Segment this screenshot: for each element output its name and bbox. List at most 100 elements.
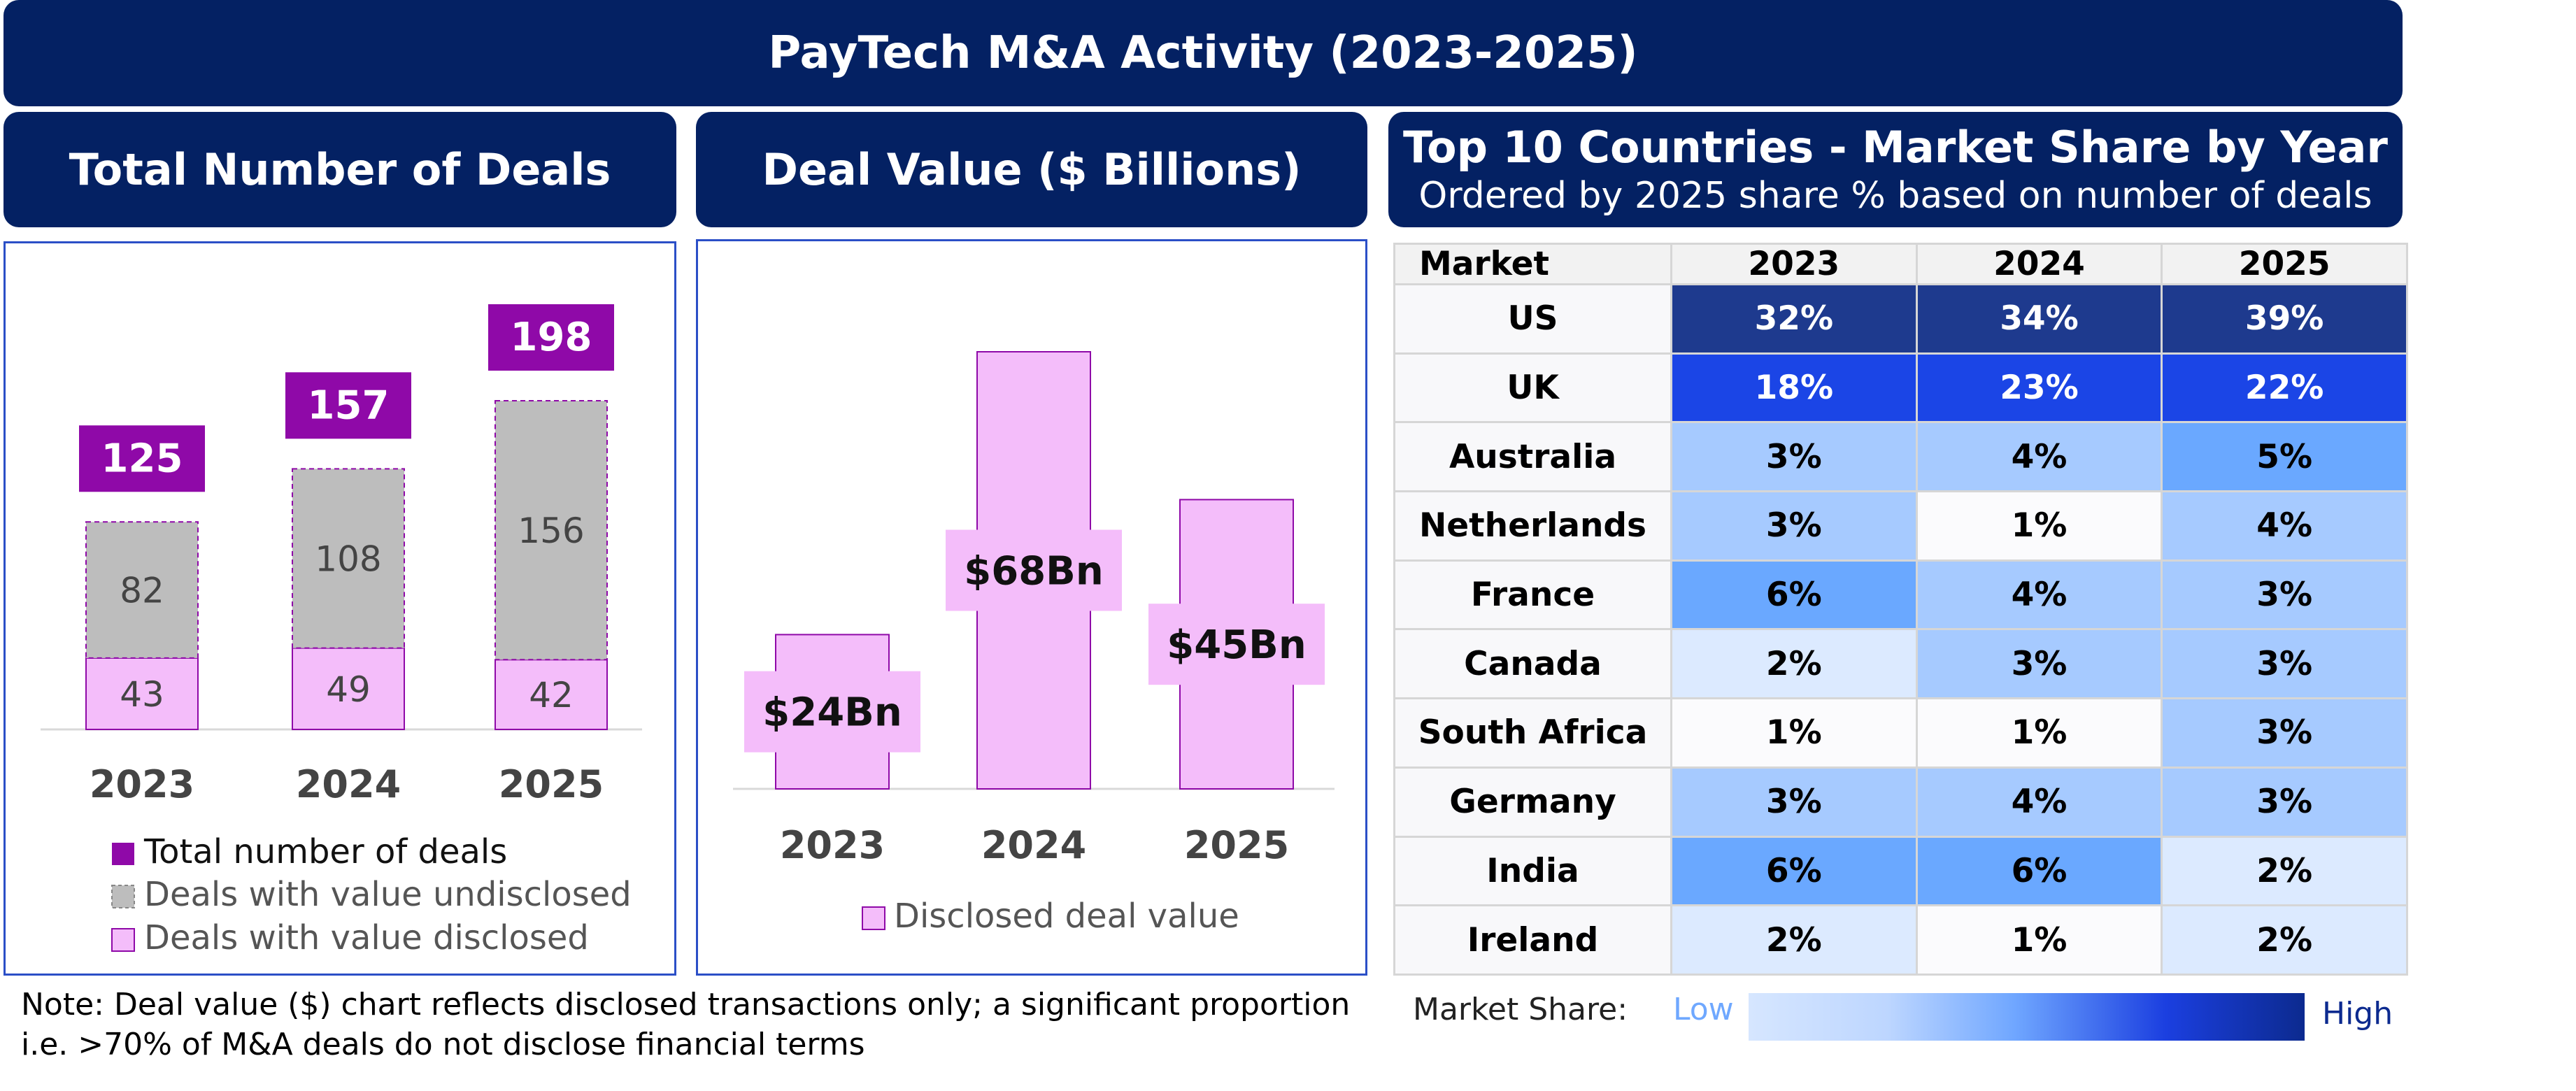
- label-undisclosed-2023: 82: [120, 571, 164, 611]
- bar-undisclosed-2024: [292, 468, 405, 649]
- total-badge-2023: [79, 425, 205, 492]
- share-cell-2025: 3%: [2161, 766, 2408, 838]
- value-chart: $24Bn 2023 $68Bn 2024 $45Bn 2025 Disclosed de…: [733, 351, 1335, 936]
- x-tick-2025: 2025: [499, 762, 604, 806]
- deals-panel-title: Total Number of Deals: [69, 144, 611, 195]
- label-disclosed-2025: 42: [529, 675, 574, 715]
- legend-swatch-disclosed: [111, 928, 135, 952]
- table-row: Germany 3% 4% 3%: [1393, 766, 2408, 838]
- share-cell-2024: 1%: [1915, 904, 2163, 976]
- share-cell-2023: 3%: [1670, 766, 1918, 838]
- market-share-table: Market 2023 2024 2025 US 32% 34% 39% UK 18% 23…: [1393, 243, 2408, 976]
- scale-label: Market Share:: [1413, 992, 1628, 1027]
- share-cell-2023: 2%: [1670, 904, 1918, 976]
- column-header-market: Market: [1393, 243, 1672, 285]
- scale-high-label: High: [2322, 996, 2393, 1032]
- legend-swatch-total: [112, 843, 134, 865]
- page-title: PayTech M&A Activity (2023-2025): [3, 0, 2403, 106]
- table-row: South Africa 1% 1% 3%: [1393, 697, 2408, 769]
- share-cell-2025: 4%: [2161, 490, 2408, 562]
- value-label-2024: $68Bn: [964, 549, 1103, 594]
- total-label-2024: 157: [308, 383, 390, 428]
- bar-disclosed-2024: [292, 647, 405, 731]
- scale-low-label: Low: [1673, 992, 1734, 1027]
- share-cell-2023: 18%: [1670, 352, 1918, 424]
- market-name: India: [1393, 835, 1672, 907]
- table-row: Netherlands 3% 1% 4%: [1393, 490, 2408, 562]
- bar-disclosed-2025: [494, 659, 608, 731]
- share-cell-2024: 23%: [1915, 352, 2163, 424]
- bar-undisclosed-2025: [494, 400, 608, 661]
- total-label-2023: 125: [101, 436, 183, 481]
- deals-chart: 43 82 125 2023 49 108 157 2024 42 156 198 2025 Tota…: [41, 304, 642, 957]
- market-name: Germany: [1393, 766, 1672, 838]
- value-label-box-2025: [1148, 604, 1325, 685]
- value-label-2023: $24Bn: [762, 690, 902, 736]
- value-label-box-2023: [744, 671, 920, 753]
- share-cell-2025: 22%: [2161, 352, 2408, 424]
- table-row: Australia 3% 4% 5%: [1393, 421, 2408, 493]
- share-cell-2024: 1%: [1915, 697, 2163, 769]
- share-cell-2023: 6%: [1670, 835, 1918, 907]
- legend-label-disclosed: Deals with value disclosed: [144, 918, 589, 957]
- share-cell-2023: 6%: [1670, 559, 1918, 631]
- market-name: US: [1393, 283, 1672, 355]
- share-cell-2023: 1%: [1670, 697, 1918, 769]
- share-cell-2025: 2%: [2161, 835, 2408, 907]
- legend-label-total: Total number of deals: [143, 832, 507, 871]
- share-cell-2023: 3%: [1670, 421, 1918, 493]
- deals-chart-panel: 43 82 125 2023 49 108 157 2024 42 156 198 2025 Tota…: [3, 241, 676, 976]
- table-row: Canada 2% 3% 3%: [1393, 628, 2408, 700]
- share-cell-2025: 5%: [2161, 421, 2408, 493]
- share-cell-2024: 6%: [1915, 835, 2163, 907]
- total-badge-2025: [488, 304, 614, 371]
- table-header-row: Market 2023 2024 2025: [1393, 243, 2408, 285]
- market-share-scale: Market Share: Low High: [1406, 986, 2406, 1042]
- share-cell-2023: 2%: [1670, 628, 1918, 700]
- share-cell-2024: 4%: [1915, 421, 2163, 493]
- market-share-table-wrap: Market 2023 2024 2025 US 32% 34% 39% UK 18% 23…: [1393, 243, 2408, 976]
- label-disclosed-2023: 43: [120, 674, 164, 715]
- value-label-box-2024: [946, 529, 1122, 611]
- share-cell-2023: 32%: [1670, 283, 1918, 355]
- column-header-2024: 2024: [1915, 243, 2163, 285]
- x-tick-2023: 2023: [90, 762, 194, 806]
- value-panel-title: Deal Value ($ Billions): [762, 144, 1302, 195]
- label-undisclosed-2024: 108: [315, 539, 381, 580]
- share-panel-title: Top 10 Countries - Market Share by Year: [1402, 121, 2389, 173]
- legend-swatch-undisclosed: [111, 885, 135, 908]
- deals-legend: Total number of deals Deals with value u…: [111, 832, 632, 957]
- label-undisclosed-2025: 156: [518, 511, 584, 551]
- share-cell-2024: 4%: [1915, 766, 2163, 838]
- bar-undisclosed-2023: [85, 521, 199, 659]
- bar-disclosed-2023: [85, 657, 199, 731]
- share-cell-2025: 3%: [2161, 559, 2408, 631]
- x-tick-2024: 2024: [296, 762, 401, 806]
- value-legend: Disclosed deal value: [862, 897, 1239, 936]
- share-cell-2024: 1%: [1915, 490, 2163, 562]
- table-row: France 6% 4% 3%: [1393, 559, 2408, 631]
- market-name: Canada: [1393, 628, 1672, 700]
- table-row: UK 18% 23% 22%: [1393, 352, 2408, 424]
- share-cell-2024: 3%: [1915, 628, 2163, 700]
- market-name: UK: [1393, 352, 1672, 424]
- column-header-2025: 2025: [2161, 243, 2408, 285]
- market-name: France: [1393, 559, 1672, 631]
- legend-label-undisclosed: Deals with value undisclosed: [144, 875, 632, 914]
- market-name: South Africa: [1393, 697, 1672, 769]
- share-panel-header: Top 10 Countries - Market Share by Year …: [1388, 112, 2403, 227]
- share-panel-subtitle: Ordered by 2025 share % based on number …: [1418, 174, 2372, 217]
- deals-panel-header: Total Number of Deals: [3, 112, 676, 227]
- label-disclosed-2024: 49: [326, 669, 371, 710]
- scale-gradient-bar: [1749, 993, 2305, 1041]
- share-cell-2024: 34%: [1915, 283, 2163, 355]
- total-badge-2024: [285, 372, 411, 439]
- share-cell-2025: 2%: [2161, 904, 2408, 976]
- market-name: Netherlands: [1393, 490, 1672, 562]
- share-cell-2025: 3%: [2161, 628, 2408, 700]
- page-title-text: PayTech M&A Activity (2023-2025): [768, 27, 1638, 79]
- value-panel-header: Deal Value ($ Billions): [696, 112, 1367, 227]
- market-name: Ireland: [1393, 904, 1672, 976]
- footnote-text: Note: Deal value ($) chart reflects disc…: [21, 987, 1351, 1062]
- table-row: Ireland 2% 1% 2%: [1393, 904, 2408, 976]
